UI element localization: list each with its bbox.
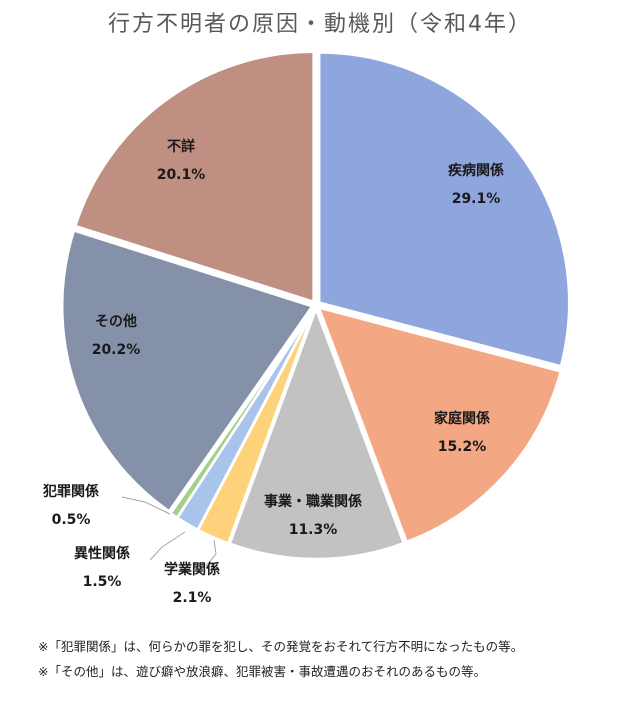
footnote-other: ※「その他」は、遊び癖や放浪癖、犯罪被害・事故遭遇のおそれのあるもの等。 bbox=[38, 664, 486, 679]
slice-value-label: 1.5% bbox=[83, 574, 122, 590]
pie-slice bbox=[168, 307, 315, 520]
slice-name-label: 疾病関係 bbox=[448, 162, 504, 179]
slice-name-label: 異性関係 bbox=[74, 545, 130, 562]
slice-name-label: 学業関係 bbox=[164, 561, 220, 578]
pie-slice bbox=[316, 305, 563, 544]
slice-value-label: 29.1% bbox=[452, 191, 501, 207]
slice-value-label: 20.1% bbox=[157, 167, 206, 183]
slice-name-label: その他 bbox=[95, 313, 137, 330]
footnote-crime: ※「犯罪関係」は、何らかの罪を犯し、その発覚をおそれて行方不明になったもの等。 bbox=[38, 639, 524, 654]
slice-value-label: 20.2% bbox=[92, 342, 141, 358]
pie-slice bbox=[317, 51, 571, 368]
leader-line bbox=[205, 539, 217, 567]
leader-line bbox=[149, 531, 186, 561]
slice-value-label: 15.2% bbox=[438, 439, 487, 455]
slice-name-label: 事業・職業関係 bbox=[264, 493, 362, 510]
slice-value-label: 11.3% bbox=[289, 522, 338, 538]
slice-name-label: 犯罪関係 bbox=[42, 483, 99, 500]
pie-slice bbox=[228, 305, 406, 561]
slice-name-label: 家庭関係 bbox=[434, 410, 490, 427]
pie-slice bbox=[73, 50, 315, 304]
pie-chart: 疾病関係 29.1% 家庭関係 15.2% 事業・職業関係 11.3% 学業関係 2.1% 異性… bbox=[42, 50, 571, 606]
pie-slice bbox=[60, 228, 315, 514]
slice-value-label: 2.1% bbox=[173, 590, 212, 606]
slice-value-label: 0.5% bbox=[52, 512, 91, 528]
chart-title: 行方不明者の原因・動機別（令和4年） bbox=[108, 12, 532, 37]
leader-line bbox=[121, 496, 171, 515]
slice-name-label: 不詳 bbox=[167, 138, 195, 155]
